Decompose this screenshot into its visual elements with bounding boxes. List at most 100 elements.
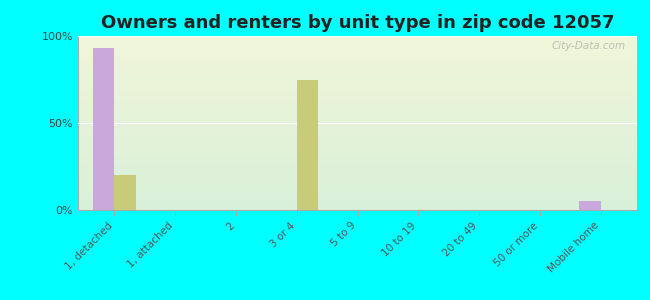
Bar: [78, 71, 637, 73]
Bar: [78, 163, 637, 165]
Bar: [78, 151, 637, 153]
Bar: [78, 78, 637, 80]
Bar: [78, 127, 637, 128]
Bar: [78, 107, 637, 109]
Bar: [78, 208, 637, 210]
Bar: [78, 134, 637, 135]
Bar: [78, 140, 637, 142]
Bar: [579, 201, 601, 210]
Bar: [78, 193, 637, 194]
Bar: [78, 180, 637, 182]
Bar: [78, 116, 637, 118]
Title: Owners and renters by unit type in zip code 12057: Owners and renters by unit type in zip c…: [101, 14, 614, 32]
Bar: [78, 123, 637, 125]
Bar: [78, 114, 637, 116]
Bar: [78, 76, 637, 78]
Bar: [78, 46, 637, 48]
Bar: [78, 156, 637, 158]
Bar: [78, 158, 637, 160]
Bar: [78, 147, 637, 149]
Bar: [78, 153, 637, 154]
Bar: [78, 191, 637, 193]
Bar: [78, 125, 637, 127]
Bar: [78, 104, 637, 106]
Bar: [297, 80, 318, 210]
Bar: [78, 90, 637, 92]
Bar: [78, 112, 637, 114]
Bar: [78, 205, 637, 206]
Bar: [78, 55, 637, 57]
Bar: [78, 81, 637, 83]
Bar: [78, 135, 637, 137]
Bar: [78, 43, 637, 45]
Bar: [78, 200, 637, 201]
Bar: [78, 67, 637, 69]
Bar: [78, 189, 637, 191]
Bar: [78, 172, 637, 173]
Bar: [78, 41, 637, 43]
Bar: [78, 167, 637, 168]
Bar: [78, 73, 637, 74]
Bar: [78, 179, 637, 180]
Bar: [78, 36, 637, 38]
Bar: [78, 201, 637, 203]
Bar: [78, 146, 637, 147]
Bar: [78, 160, 637, 161]
Bar: [78, 45, 637, 46]
Bar: [78, 48, 637, 50]
Bar: [78, 137, 637, 139]
Bar: [78, 86, 637, 88]
Bar: [78, 142, 637, 144]
Bar: [93, 48, 114, 210]
Bar: [78, 119, 637, 121]
Bar: [78, 80, 637, 81]
Bar: [78, 60, 637, 62]
Bar: [78, 206, 637, 208]
Bar: [78, 170, 637, 172]
Bar: [78, 194, 637, 196]
Bar: [78, 102, 637, 104]
Bar: [78, 128, 637, 130]
Bar: [78, 106, 637, 107]
Bar: [78, 74, 637, 76]
Bar: [78, 165, 637, 167]
Bar: [78, 92, 637, 93]
Bar: [78, 52, 637, 53]
Bar: [78, 198, 637, 200]
Bar: [78, 149, 637, 151]
Bar: [78, 184, 637, 186]
Bar: [78, 196, 637, 198]
Bar: [78, 154, 637, 156]
Bar: [78, 53, 637, 55]
Bar: [78, 85, 637, 86]
Bar: [78, 93, 637, 95]
Bar: [78, 132, 637, 134]
Bar: [78, 182, 637, 184]
Bar: [78, 130, 637, 132]
Bar: [78, 64, 637, 66]
Bar: [78, 66, 637, 67]
Bar: [78, 62, 637, 64]
Bar: [78, 38, 637, 40]
Bar: [78, 97, 637, 99]
Bar: [78, 121, 637, 123]
Bar: [78, 173, 637, 175]
Bar: [78, 83, 637, 85]
Bar: [78, 88, 637, 90]
Bar: [78, 139, 637, 140]
Bar: [114, 175, 136, 210]
Bar: [78, 69, 637, 71]
Bar: [78, 175, 637, 177]
Bar: [78, 58, 637, 60]
Bar: [78, 95, 637, 97]
Bar: [78, 57, 637, 58]
Bar: [78, 111, 637, 112]
Bar: [78, 99, 637, 100]
Bar: [78, 203, 637, 205]
Bar: [78, 40, 637, 41]
Bar: [78, 188, 637, 189]
Bar: [78, 100, 637, 102]
Bar: [78, 118, 637, 119]
Bar: [78, 50, 637, 52]
Bar: [78, 177, 637, 179]
